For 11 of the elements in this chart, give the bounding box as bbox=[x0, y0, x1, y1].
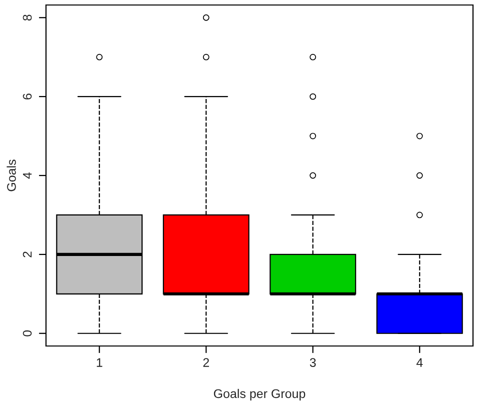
x-tick-label: 1 bbox=[96, 358, 102, 367]
y-axis-title: Goals bbox=[6, 160, 16, 192]
x-tick-label: 3 bbox=[310, 358, 316, 367]
y-tick-label: 4 bbox=[23, 172, 32, 179]
y-tick-label: 2 bbox=[22, 252, 32, 258]
x-axis-title: Goals per Group bbox=[214, 388, 306, 401]
x-tick-label: 2 bbox=[203, 358, 209, 367]
y-tick-label: 0 bbox=[22, 330, 32, 336]
x-tick-label: 4 bbox=[416, 358, 423, 367]
y-tick-label: 6 bbox=[22, 94, 32, 100]
y-tick-label: 8 bbox=[22, 14, 32, 21]
